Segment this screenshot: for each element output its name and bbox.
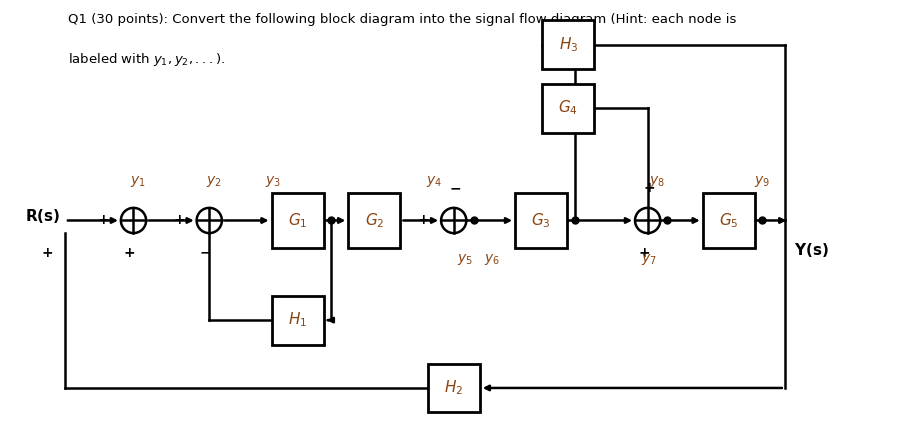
Text: $y_8$: $y_8$: [649, 174, 665, 189]
Text: $G_1$: $G_1$: [288, 211, 308, 230]
Text: $y_7$: $y_7$: [641, 252, 658, 267]
Text: $y_2$: $y_2$: [206, 174, 222, 189]
Text: $y_6$: $y_6$: [483, 252, 500, 267]
Text: $y_3$: $y_3$: [265, 174, 281, 189]
Bar: [428, 363, 480, 412]
Text: $H_2$: $H_2$: [444, 379, 464, 397]
Text: $y_1$: $y_1$: [130, 174, 146, 189]
Bar: [542, 84, 594, 132]
Bar: [542, 20, 594, 69]
Text: $G_5$: $G_5$: [719, 211, 739, 230]
Text: Q1 (30 points): Convert the following block diagram into the signal flow diagram: Q1 (30 points): Convert the following bl…: [68, 13, 736, 26]
Text: +: +: [418, 213, 429, 228]
Text: +: +: [173, 213, 185, 228]
Text: $\mathbf{Y(s)}$: $\mathbf{Y(s)}$: [794, 241, 829, 259]
Bar: [515, 193, 567, 248]
Bar: [272, 193, 324, 248]
Text: $y_5$: $y_5$: [456, 252, 473, 267]
Ellipse shape: [635, 208, 660, 233]
Text: $y_9$: $y_9$: [754, 174, 770, 189]
Bar: [703, 193, 755, 248]
Text: +: +: [97, 213, 109, 228]
Text: −: −: [449, 181, 461, 195]
Text: $y_4$: $y_4$: [426, 174, 442, 189]
Text: +: +: [643, 181, 655, 195]
Text: $H_1$: $H_1$: [288, 311, 308, 329]
Text: +: +: [638, 246, 649, 260]
Bar: [272, 296, 324, 344]
Text: $G_2$: $G_2$: [364, 211, 384, 230]
Text: +: +: [124, 246, 135, 260]
Ellipse shape: [121, 208, 146, 233]
Bar: [348, 193, 400, 248]
Text: labeled with $y_1, y_2, ...$).: labeled with $y_1, y_2, ...$).: [68, 51, 225, 68]
Text: +: +: [41, 246, 53, 260]
Ellipse shape: [197, 208, 222, 233]
Text: −: −: [199, 246, 211, 260]
Text: $G_4$: $G_4$: [558, 99, 578, 117]
Text: $H_3$: $H_3$: [558, 35, 578, 54]
Text: $\mathbf{R(s)}$: $\mathbf{R(s)}$: [25, 207, 60, 225]
Text: $G_3$: $G_3$: [531, 211, 551, 230]
Ellipse shape: [441, 208, 466, 233]
